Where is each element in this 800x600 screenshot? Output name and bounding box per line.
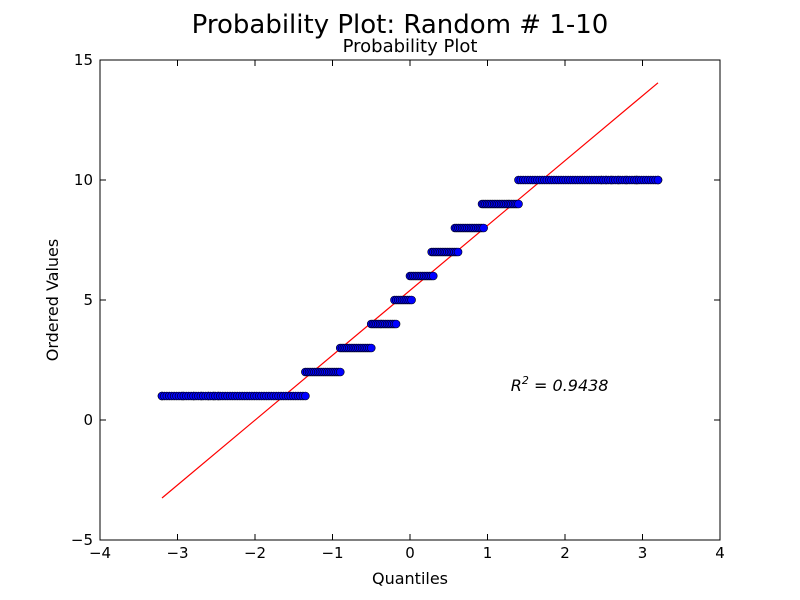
chart-title: Probability Plot: Random # 1-10 bbox=[192, 10, 609, 40]
x-tick-label: −4 bbox=[89, 544, 111, 562]
data-points bbox=[157, 175, 663, 401]
data-point bbox=[653, 175, 663, 185]
x-tick-label: −3 bbox=[166, 544, 188, 562]
x-tick-label: 2 bbox=[560, 544, 570, 562]
data-point bbox=[301, 391, 310, 401]
x-tick-label: 0 bbox=[405, 544, 415, 562]
data-point bbox=[391, 319, 401, 329]
y-tick-label: 15 bbox=[74, 51, 93, 69]
axes-title: Probability Plot bbox=[343, 36, 478, 57]
y-axis-label: Ordered Values bbox=[43, 239, 62, 361]
data-point bbox=[335, 367, 345, 377]
y-tick-label: 10 bbox=[74, 171, 93, 189]
x-axis-label: Quantiles bbox=[372, 569, 448, 588]
data-point bbox=[428, 271, 438, 281]
fit-line bbox=[161, 82, 659, 499]
data-point bbox=[453, 247, 463, 257]
x-tick-label: −2 bbox=[244, 544, 266, 562]
x-tick-label: 1 bbox=[483, 544, 493, 562]
r-squared-annotation: R2 = 0.9438 bbox=[511, 374, 609, 395]
data-point bbox=[366, 343, 376, 353]
data-point bbox=[514, 199, 523, 209]
y-tick-label: −5 bbox=[71, 531, 93, 549]
plot-area: −4 −3 −2 −1 0 1 2 3 4 −5 0 5 10 15 bbox=[71, 51, 725, 562]
y-tick-label: 5 bbox=[83, 291, 93, 309]
y-tick-label: 0 bbox=[83, 411, 93, 429]
data-point bbox=[479, 223, 488, 233]
data-point bbox=[407, 295, 416, 305]
x-tick-label: 3 bbox=[638, 544, 648, 562]
x-tick-label: −1 bbox=[321, 544, 343, 562]
x-tick-label: 4 bbox=[715, 544, 725, 562]
